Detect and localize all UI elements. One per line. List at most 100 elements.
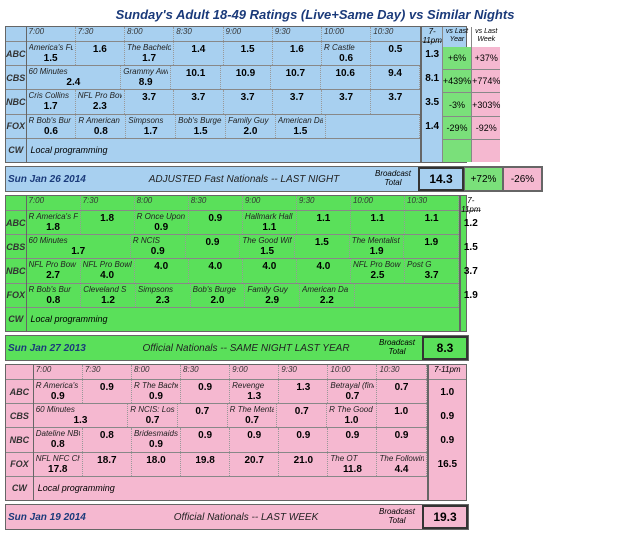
show-cell: Betrayal (finale)0.7 (328, 380, 377, 403)
network-label: FOX (6, 453, 33, 477)
show-cell: 20.7 (230, 453, 279, 476)
time-header: 10:30 (377, 365, 426, 379)
broadcast-total: 19.3 (422, 505, 468, 529)
time-header: 9:30 (297, 196, 351, 210)
vs-year-val: +439% (443, 70, 471, 93)
show-cell: R Castle0.6 (322, 42, 371, 65)
show-cell: 1.0 (377, 404, 427, 427)
sum-vs-year: +72% (464, 167, 503, 191)
total-cell: 1.0 (429, 380, 466, 404)
show-cell: 0.5 (371, 42, 420, 65)
ratings-panel: ABCCBSNBCFOXCW7:007:308:008:309:009:3010… (5, 364, 467, 501)
total-cell: 3.5 (422, 90, 441, 114)
show-cell: 1.3 (279, 380, 328, 403)
vs-year-val: +6% (443, 47, 471, 70)
summary-date: Sun Jan 26 2014 (6, 167, 120, 191)
show-cell: Cleveland S1.2 (81, 284, 136, 307)
network-row: NFL Pro Bow2.7NFL Pro Bowl4.04.04.04.04.… (27, 259, 460, 283)
show-cell: 4.0 (189, 259, 243, 282)
time-header: 9:00 (243, 196, 297, 210)
show-cell: 21.0 (279, 453, 328, 476)
show-cell: R NCIS: Los Angeles0.7 (128, 404, 178, 427)
vs-week-val: +774% (472, 70, 500, 93)
show-cell: 60 Minutes2.4 (27, 66, 122, 89)
time-header: 7:30 (76, 27, 125, 41)
network-label: CBS (6, 404, 33, 428)
show-cell: Revenge1.3 (230, 380, 279, 403)
show-cell: R The Good Wife1.0 (327, 404, 377, 427)
show-cell: 18.7 (83, 453, 132, 476)
network-row: 60 Minutes1.7R NCIS0.90.9The Good Wife1.… (27, 235, 460, 259)
show-cell: 3.7 (224, 90, 273, 113)
show-cell: 1.9 (404, 235, 459, 258)
time-header: 8:30 (181, 365, 230, 379)
time-header: 9:30 (279, 365, 328, 379)
total-cell: 1.5 (461, 235, 480, 259)
show-cell: 10.9 (221, 66, 271, 89)
time-header: 8:30 (189, 196, 243, 210)
show-cell: R Bob's Bur0.8 (27, 284, 82, 307)
vs-year-val: -29% (443, 117, 471, 140)
show-cell: 19.8 (181, 453, 230, 476)
show-cell: Family Guy2.9 (245, 284, 300, 307)
show-cell: 1.8 (81, 211, 135, 234)
network-row: 60 Minutes2.4Grammy Awards 56th annual8.… (27, 66, 421, 90)
total-cell: 8.1 (422, 66, 441, 90)
time-header: 10:30 (371, 27, 420, 41)
show-cell: 10.7 (271, 66, 321, 89)
sum-vs-week: -26% (503, 167, 542, 191)
time-header: 7:00 (27, 196, 81, 210)
ratings-panel: ABCCBSNBCFOXCW7:007:308:008:309:009:3010… (5, 195, 467, 332)
show-cell: 1.4 (174, 42, 223, 65)
time-header: 8:30 (174, 27, 223, 41)
show-cell: The Mentalist1.9 (350, 235, 405, 258)
show-cell: Bridesmaids (2011)0.9 (132, 428, 181, 451)
summary-label: ADJUSTED Fast Nationals -- LAST NIGHT (120, 167, 368, 191)
summary-label: Official Nationals -- SAME NIGHT LAST YE… (120, 336, 372, 360)
broadcast-total: 8.3 (422, 336, 468, 360)
network-row: Local programming (34, 477, 427, 500)
show-cell: 3.7 (371, 90, 420, 113)
show-cell: The OT11.8 (328, 453, 377, 476)
show-cell: NFL Pro Bowl4.0 (81, 259, 135, 282)
show-cell: 3.7 (174, 90, 223, 113)
network-row: 60 Minutes1.3R NCIS: Los Angeles0.70.7R … (34, 404, 427, 428)
vs-header: vs Last Week (471, 27, 500, 47)
show-cell: Bob's Burge1.5 (176, 115, 226, 138)
show-cell: America's Funniest Home1.5 (27, 42, 76, 65)
show-cell: 0.9 (189, 211, 243, 234)
network-row: Dateline NBC0.80.8Bridesmaids (2011)0.90… (34, 428, 427, 452)
network-label: CW (6, 139, 26, 162)
show-cell: 60 Minutes1.7 (27, 235, 131, 258)
vs-year-val (443, 140, 471, 162)
network-row: R America's Funniest Ho0.90.9R The Bache… (34, 380, 427, 404)
network-row: Local programming (27, 139, 421, 162)
show-cell: R NCIS0.9 (131, 235, 186, 258)
network-label: CBS (6, 66, 26, 90)
show-cell: 0.7 (277, 404, 327, 427)
show-cell: Hallmark Hall of Fame: The Makeover (201… (243, 211, 297, 234)
show-cell: The Good Wife1.5 (240, 235, 295, 258)
show-cell: R Bob's Bur0.6 (27, 115, 77, 138)
show-cell: 1.1 (405, 211, 459, 234)
time-header: 10:00 (328, 365, 377, 379)
show-cell: 1.6 (76, 42, 125, 65)
total-cell: 0.9 (429, 404, 466, 428)
summary-label: Official Nationals -- LAST WEEK (120, 505, 372, 529)
show-cell: The Bachelor: Sean and Catherine's Weddi… (125, 42, 174, 65)
time-header: 7:00 (34, 365, 83, 379)
broadcast-total-label: Broadcast Total (372, 336, 422, 360)
network-label: NBC (6, 428, 33, 452)
network-row: Cris Collins1.7NFL Pro Bowl2.33.73.73.73… (27, 90, 421, 114)
show-cell: 1.5 (224, 42, 273, 65)
time-header: 10:00 (351, 196, 405, 210)
show-cell: American Da1.5 (276, 115, 326, 138)
show-cell: Dateline NBC0.8 (34, 428, 83, 451)
total-cell (429, 476, 466, 500)
show-cell: NFL NFC Championship: San Francisco at S… (34, 453, 83, 476)
show-cell: 10.1 (171, 66, 221, 89)
ratings-panel: ABCCBSNBCFOXCW7:007:308:008:309:009:3010… (5, 26, 467, 163)
show-cell: 0.9 (279, 428, 328, 451)
network-row: R Bob's Bur0.8Cleveland S1.2Simpsons2.3B… (27, 284, 460, 308)
vs-header: vs Last Year (442, 27, 471, 47)
